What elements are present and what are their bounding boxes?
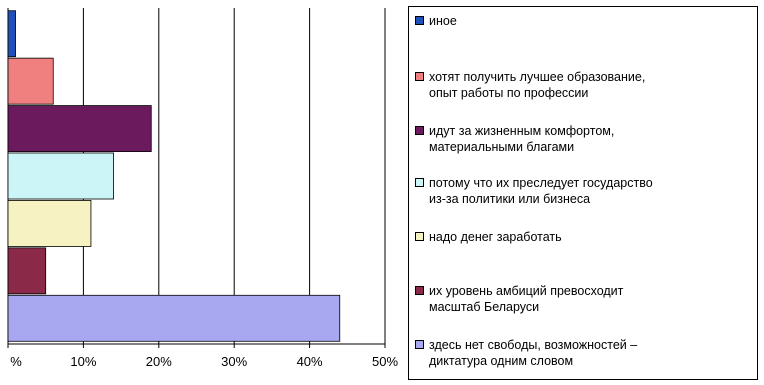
- legend-item: здесь нет свободы, возможностей – диктату…: [415, 337, 637, 369]
- bar: [7, 10, 16, 58]
- legend-label: идут за жизненным комфортом,: [429, 124, 615, 138]
- x-tick-label: 50%: [372, 354, 398, 369]
- legend-swatch: [415, 232, 424, 241]
- x-tick-label: 30%: [221, 354, 247, 369]
- bar: [7, 152, 114, 200]
- legend-swatch: [415, 340, 424, 349]
- legend-item: потому что их преследует государство из-з…: [415, 175, 653, 207]
- legend-label: иное: [429, 14, 457, 28]
- bar-chart: % 10% 20% 30% 40% 50%: [7, 8, 398, 369]
- bar: [7, 247, 47, 295]
- x-tick-label: 20%: [146, 354, 172, 369]
- x-tick-label: %: [10, 354, 22, 369]
- legend-label: надо денег заработать: [429, 230, 562, 244]
- legend-item: иное: [415, 13, 457, 29]
- legend-swatch: [415, 286, 424, 295]
- legend-label: их уровень амбиций превосходит: [429, 284, 624, 298]
- bar: [7, 57, 54, 105]
- legend-label: диктатура одним словом: [429, 354, 574, 368]
- legend-item: надо денег заработать: [415, 229, 562, 245]
- legend-swatch: [415, 126, 424, 135]
- legend-label: здесь нет свободы, возможностей –: [429, 338, 638, 352]
- bar: [7, 200, 92, 247]
- x-tick-label: 10%: [70, 354, 96, 369]
- legend-label: опыт работы по профессии: [429, 86, 589, 100]
- legend-label: материальными благами: [429, 140, 575, 154]
- bar: [7, 294, 341, 342]
- bars: [7, 10, 341, 342]
- legend-item: идут за жизненным комфортом, материальным…: [415, 123, 614, 155]
- legend-swatch: [415, 16, 424, 25]
- legend-swatch: [415, 178, 424, 187]
- legend-item: хотят получить лучшее образование, опыт р…: [415, 69, 645, 101]
- x-axis: % 10% 20% 30% 40% 50%: [7, 343, 398, 369]
- x-tick-label: 40%: [297, 354, 323, 369]
- legend: иное хотят получить лучшее образование, оп…: [408, 6, 758, 380]
- legend-label: хотят получить лучшее образование,: [429, 70, 646, 84]
- bar: [7, 105, 152, 152]
- legend-label: масштаб Беларуси: [429, 300, 540, 314]
- legend-label: из-за политики или бизнеса: [429, 192, 591, 206]
- legend-label: потому что их преследует государство: [429, 176, 653, 190]
- legend-swatch: [415, 72, 424, 81]
- legend-item: их уровень амбиций превосходит масштаб Бе…: [415, 283, 623, 315]
